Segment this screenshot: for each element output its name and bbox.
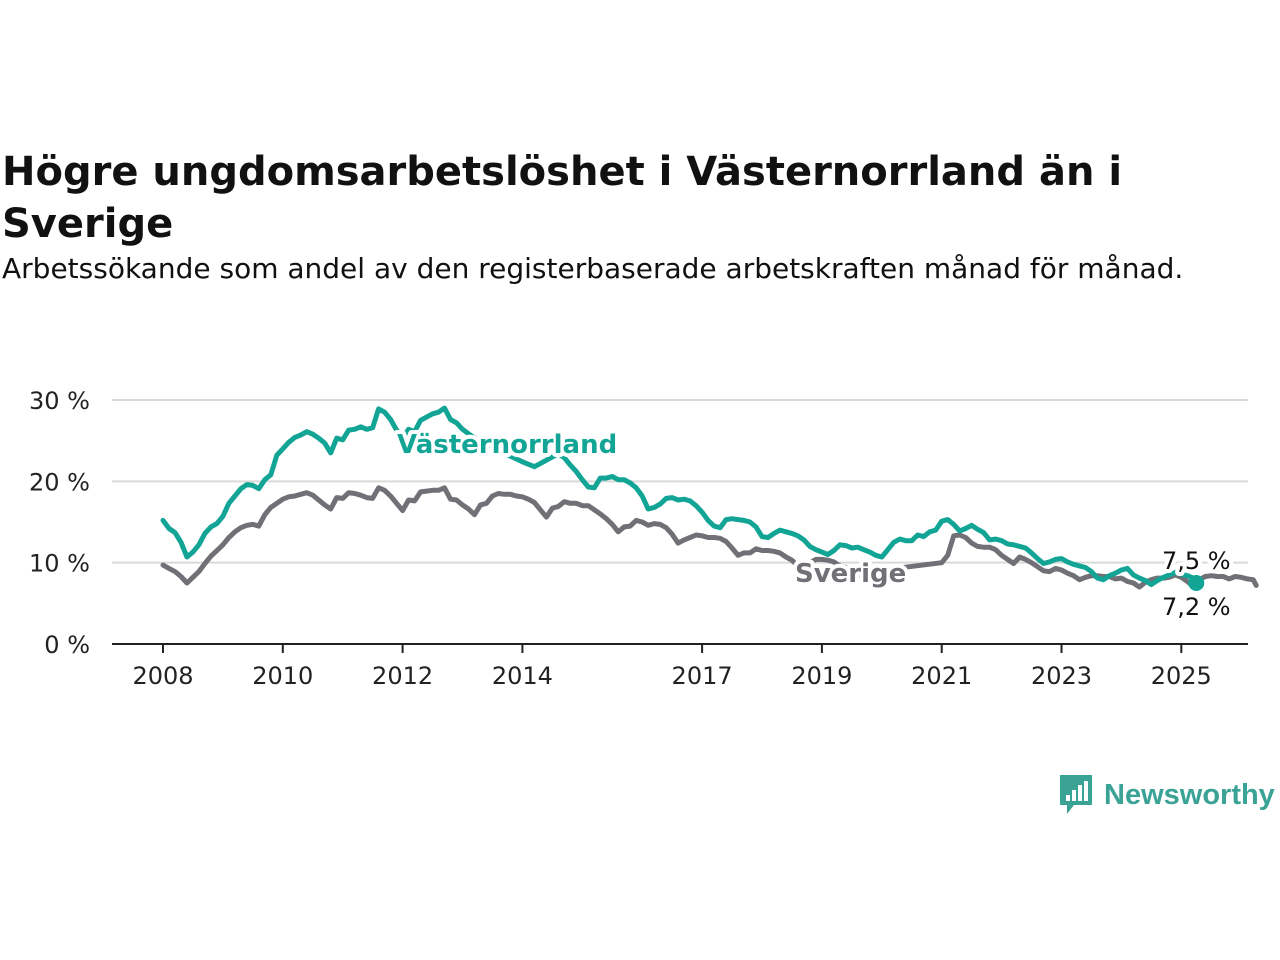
series-label-sverige: Sverige — [795, 559, 906, 589]
x-tick-label: 2021 — [911, 662, 972, 690]
chart-subtitle: Arbetssökande som andel av den registerb… — [2, 252, 1184, 285]
y-tick-label: 30 % — [29, 387, 90, 415]
end-value-label-vasternorrland: 7,5 % — [1162, 547, 1231, 575]
x-tick-label: 2012 — [372, 662, 433, 690]
endpoint-marker-vasternorrland — [1188, 575, 1205, 591]
axes: 0 % 10 % 20 % 30 % 2008 2010 2012 2014 2017 2019 2… — [29, 387, 1248, 690]
series — [160, 405, 1259, 591]
newsworthy-logo[interactable]: Newsworthy — [1058, 772, 1275, 818]
series-labels: Västernorrland Sverige 7,5 % 7,2 % — [393, 426, 1235, 625]
x-tick-label: 2025 — [1151, 662, 1212, 690]
chart-title: Högre ungdomsarbetslöshet i Västernorrla… — [2, 149, 1123, 247]
y-tick-label: 0 % — [44, 631, 90, 659]
series-line-vasternorrland — [160, 405, 1199, 588]
series-label-vasternorrland: Västernorrland — [397, 430, 617, 460]
y-tick-label: 10 % — [29, 550, 90, 578]
newsworthy-logo-icon — [1060, 775, 1092, 814]
gridlines — [112, 399, 1248, 564]
end-value-label-sverige: 7,2 % — [1162, 593, 1231, 621]
x-tick-label: 2019 — [791, 662, 852, 690]
x-tick-label: 2017 — [672, 662, 733, 690]
x-tick-label: 2010 — [252, 662, 313, 690]
brand-name: Newsworthy — [1104, 778, 1275, 811]
x-tick-label: 2014 — [492, 662, 553, 690]
series-line-sverige — [160, 485, 1259, 590]
x-tick-label: 2008 — [132, 662, 193, 690]
x-tick-label: 2023 — [1031, 662, 1092, 690]
y-tick-label: 20 % — [29, 468, 90, 496]
